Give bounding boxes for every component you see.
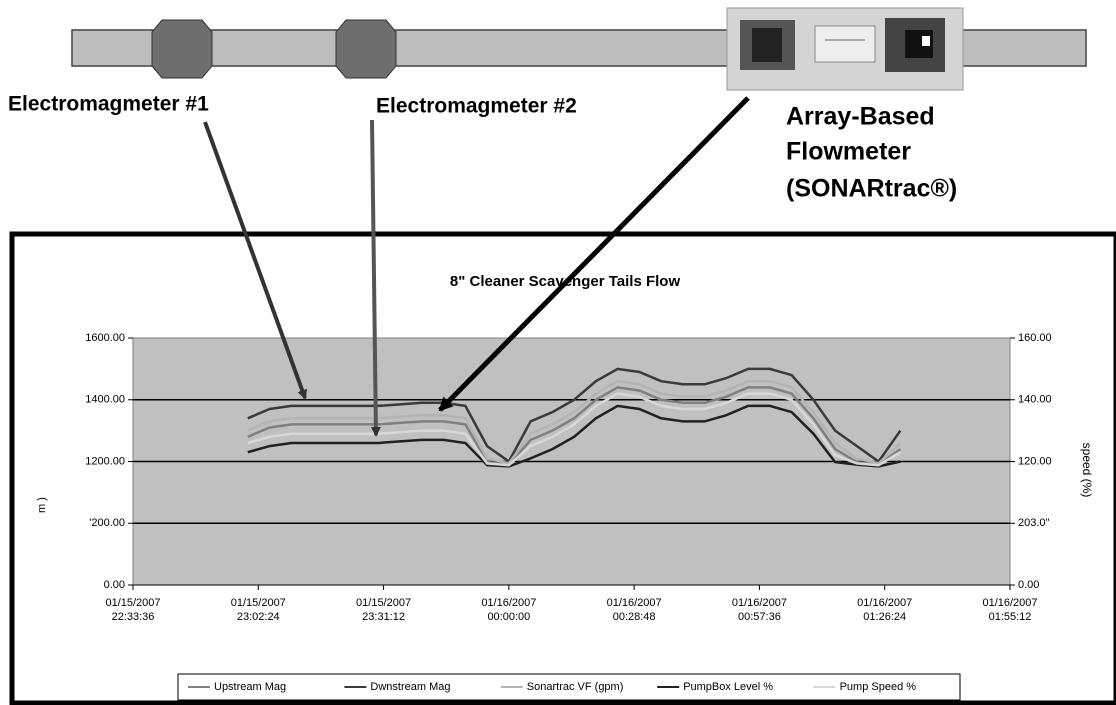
y2-tick-label: 160.00: [1018, 332, 1052, 344]
y-axis-label: m ): [36, 497, 48, 513]
y-tick-label: 1200.00: [85, 455, 125, 467]
meter-1: [151, 19, 213, 79]
x-tick-label: 00:28:48: [613, 611, 656, 623]
y2-tick-label: 0.00: [1018, 579, 1039, 591]
y2-tick-label: 203.0": [1018, 517, 1050, 529]
sonar-label: Flowmeter: [786, 138, 911, 166]
arrow: [203, 121, 307, 400]
legend-label: Pump Speed %: [840, 681, 917, 693]
x-tick-label: 01/15/2007: [231, 597, 286, 609]
x-tick-label: 00:57:36: [738, 611, 781, 623]
sonar-label: Array-Based: [786, 103, 935, 131]
y-tick-label: 1400.00: [85, 394, 125, 406]
y-tick-label: '200.00: [89, 517, 125, 529]
arrow: [370, 119, 381, 437]
meter-1-label: Electromagmeter #1: [8, 93, 209, 116]
x-tick-label: 23:31:12: [362, 611, 405, 623]
x-tick-label: 01/15/2007: [356, 597, 411, 609]
legend-label: PumpBox Level %: [683, 681, 773, 693]
sonar-label: (SONARtrac®): [786, 175, 957, 203]
x-tick-label: 01:55:12: [989, 611, 1032, 623]
series-line: [247, 367, 902, 464]
x-tick-label: 23:02:24: [237, 611, 280, 623]
arrows: [203, 96, 750, 437]
x-tick-label: 00:00:00: [487, 611, 530, 623]
meter-2-label: Electromagmeter #2: [376, 95, 577, 118]
meter-2: [335, 19, 397, 79]
legend-label: Upstream Mag: [214, 681, 286, 693]
x-tick-label: 01/16/2007: [607, 597, 662, 609]
x-tick-label: 01/16/2007: [857, 597, 912, 609]
y-tick-label: 0.00: [104, 579, 125, 591]
y-tick-label: 1600.00: [85, 332, 125, 344]
series-line: [247, 379, 902, 465]
y2-tick-label: 120.00: [1018, 455, 1052, 467]
x-tick-label: 01/16/2007: [732, 597, 787, 609]
legend-label: Sonartrac VF (gpm): [527, 681, 624, 693]
y2-tick-label: 140.00: [1018, 394, 1052, 406]
x-tick-label: 22:33:36: [112, 611, 155, 623]
x-tick-label: 01:26:24: [863, 611, 906, 623]
legend-label: Dwnstream Mag: [370, 681, 450, 693]
series-line: [247, 404, 901, 468]
x-tick-label: 01/16/2007: [982, 597, 1037, 609]
sonar-meter: [726, 7, 964, 91]
series-line: [247, 392, 902, 467]
series-line: [247, 386, 902, 466]
arrow: [438, 96, 750, 412]
x-tick-label: 01/16/2007: [481, 597, 536, 609]
x-tick-label: 01/15/2007: [105, 597, 160, 609]
y2-axis-label: speed (%): [1080, 443, 1094, 498]
